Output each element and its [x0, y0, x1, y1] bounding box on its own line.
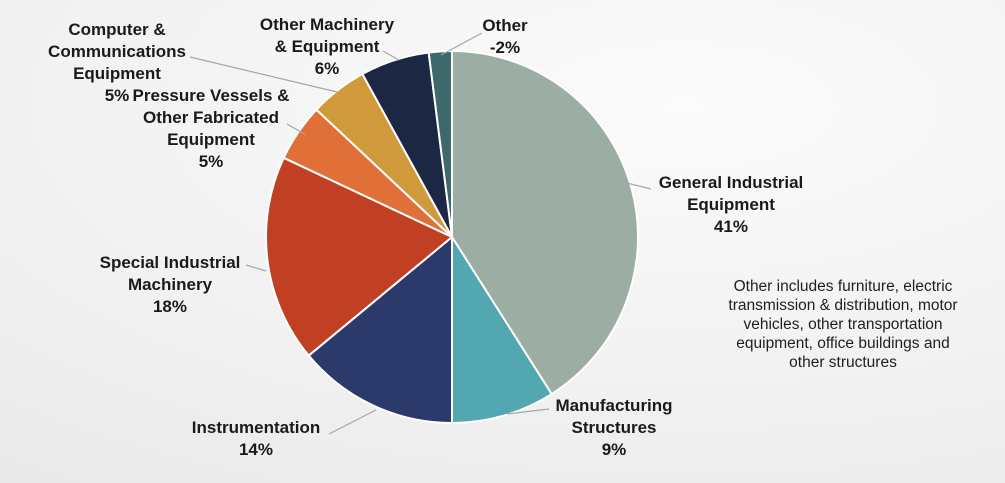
callout-line-text: & Equipment [274, 37, 380, 56]
callout-line-text: Other Fabricated [142, 108, 280, 127]
callout-other-machinery-equipment: Other Machinery & Equipment 6% [260, 14, 394, 80]
callout-line-text: Other Machinery [259, 15, 395, 34]
callout-line-text: Computer & [68, 20, 166, 39]
callout-pressure-vessels-other-fabricated-equipment: Pressure Vessels & Other Fabricated Equipm… [133, 85, 290, 173]
leader-line-other [440, 32, 483, 56]
callout-line-text: Other [482, 16, 528, 35]
callout-line-text: 41% [713, 217, 749, 236]
callout-line-text: Communications [48, 42, 186, 61]
leader-line-special-industrial-machinery [245, 264, 267, 272]
pie-slice-special-industrial-machinery[interactable] [265, 156, 453, 357]
callout-line-text: 18% [152, 297, 188, 316]
leader-line-instrumentation [328, 409, 377, 435]
callout-line-text: 14% [238, 440, 274, 459]
callout-line-text: -2% [489, 38, 521, 57]
callout-line-text: 9% [601, 440, 627, 459]
leader-lines [189, 32, 652, 435]
leader-line-computer-communications-equipment [189, 56, 338, 93]
callout-line-text: Pressure Vessels & [132, 86, 290, 105]
callout-line-text: Equipment [687, 195, 775, 214]
pie-slice-instrumentation[interactable] [307, 236, 453, 424]
callout-line-text: 5% [198, 152, 224, 171]
other-note: Other includes furniture, electric trans… [728, 278, 958, 371]
callout-line-text: 6% [314, 59, 340, 78]
callout-line-text: General Industrial [658, 173, 804, 192]
callout-other: Other -2% [482, 15, 527, 59]
pie-slice-general-industrial-equipment[interactable] [451, 50, 639, 396]
callout-line-text: Structures [571, 418, 657, 437]
callout-line-text: Special Industrial [99, 253, 241, 272]
leader-line-other-machinery-equipment [382, 50, 400, 61]
callout-manufacturing-structures: Manufacturing Structures 9% [555, 395, 672, 461]
callout-general-industrial-equipment: General Industrial Equipment 41% [659, 172, 804, 238]
pie-slices [265, 50, 639, 424]
leader-line-pressure-vessels-other-fabricated-equipment [286, 123, 307, 136]
callout-special-industrial-machinery: Special Industrial Machinery 18% [100, 252, 241, 318]
callout-line-text: Manufacturing [555, 396, 673, 415]
leader-line-manufacturing-structures [506, 408, 550, 415]
callout-line-text: Equipment [73, 64, 161, 83]
pie-slice-manufacturing-structures[interactable] [451, 236, 553, 424]
callout-line-text: Machinery [127, 275, 213, 294]
callout-line-text: Equipment [167, 130, 255, 149]
leader-line-general-industrial-equipment [614, 179, 652, 190]
callout-line-text: Instrumentation [191, 418, 321, 437]
callout-instrumentation: Instrumentation 14% [192, 417, 320, 461]
pie-slice-other[interactable] [427, 50, 453, 238]
